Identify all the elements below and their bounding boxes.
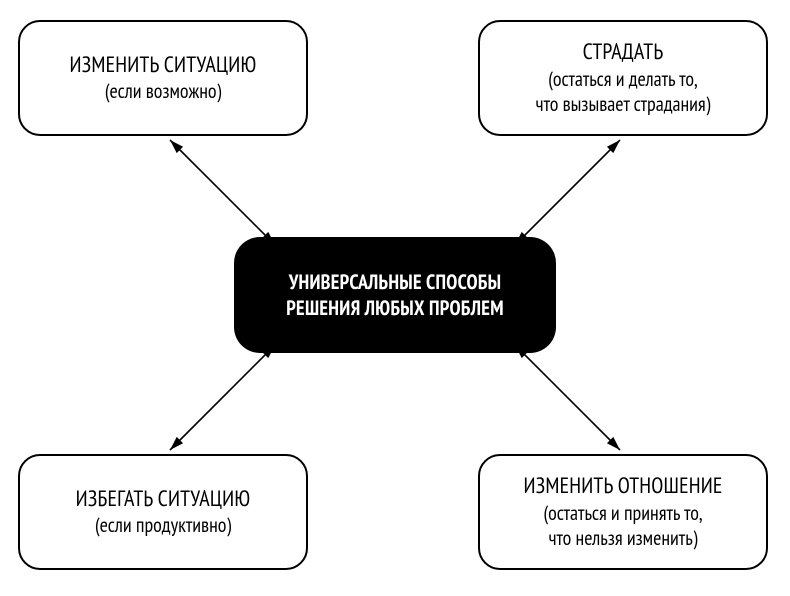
node-sub: (если продуктивно) — [95, 513, 231, 538]
node-sub: что нельзя изменить) — [549, 526, 698, 551]
node-title: СТРАДАТЬ — [583, 39, 664, 67]
node-title: ИЗМЕНИТЬ ОТНОШЕНИЕ — [523, 473, 722, 501]
node-sub: (если возможно) — [105, 79, 221, 104]
node-sub: (остаться и принять то, — [543, 501, 702, 526]
node-bottom-left: ИЗБЕГАТЬ СИТУАЦИЮ (если продуктивно) — [18, 454, 308, 570]
diagram-canvas: УНИВЕРСАЛЬНЫЕ СПОСОБЫ РЕШЕНИЯ ЛЮБЫХ ПРОБ… — [0, 0, 790, 596]
node-title: ИЗМЕНИТЬ СИТУАЦИЮ — [70, 52, 257, 80]
center-node: УНИВЕРСАЛЬНЫЕ СПОСОБЫ РЕШЕНИЯ ЛЮБЫХ ПРОБ… — [234, 237, 556, 353]
node-sub: (остаться и делать то, — [548, 67, 697, 92]
center-line2: РЕШЕНИЯ ЛЮБЫХ ПРОБЛЕМ — [286, 295, 504, 321]
node-top-right: СТРАДАТЬ (остаться и делать то, что вызы… — [478, 20, 768, 136]
node-bottom-right: ИЗМЕНИТЬ ОТНОШЕНИЕ (остаться и принять т… — [478, 454, 768, 570]
node-title: ИЗБЕГАТЬ СИТУАЦИЮ — [76, 486, 251, 514]
node-top-left: ИЗМЕНИТЬ СИТУАЦИЮ (если возможно) — [18, 20, 308, 136]
node-sub: что вызывает страдания) — [536, 92, 711, 117]
center-line1: УНИВЕРСАЛЬНЫЕ СПОСОБЫ — [289, 269, 502, 295]
